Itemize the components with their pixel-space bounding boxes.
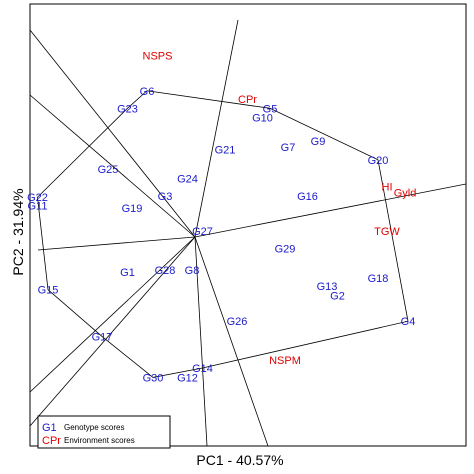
sector-line (29, 236, 196, 427)
legend-genotype-label: Genotype scores (64, 423, 124, 432)
genotype-label-g4: G4 (401, 316, 416, 328)
sector-line (29, 94, 196, 238)
genotype-labels: G1 G2 G3 G4 G5 G6 G7 G8 G9 G10 G12 G13 G14 G15 G16 G17 G… (27, 86, 415, 385)
legend-box (37, 415, 171, 449)
genotype-label-g26: G26 (227, 316, 248, 328)
plot-frame (29, 3, 467, 447)
sector-line (29, 29, 196, 238)
genotype-label-g14: G14 (192, 363, 213, 375)
sector-line (37, 236, 196, 251)
environment-label-hi: HI (382, 182, 393, 194)
genotype-label-g24: G24 (177, 174, 198, 186)
genotype-label-g21: G21 (215, 144, 236, 156)
genotype-label-g7: G7 (281, 142, 296, 154)
legend-environment-label: Environment scores (64, 436, 135, 445)
genotype-label-g2: G2 (330, 291, 345, 303)
legend: G1 Genotype scores CPr Environment score… (37, 415, 171, 449)
genotype-label-g8: G8 (185, 265, 200, 277)
environment-labels: NSPS CPr HI Gyld TGW NSPM (143, 51, 417, 367)
genotype-label-g15: G15 (38, 285, 59, 297)
genotype-label-g25: G25 (98, 164, 119, 176)
genotype-label-g22: G22 (27, 192, 48, 204)
sector-line (194, 236, 269, 447)
x-axis-label: PC1 - 40.57% (196, 452, 284, 468)
y-axis-label: PC2 - 31.94% (10, 188, 26, 276)
sector-line (29, 236, 196, 393)
genotype-label-g16: G16 (297, 191, 318, 203)
genotype-label-g28: G28 (155, 265, 176, 277)
environment-label-tgw: TGW (374, 226, 400, 238)
genotype-label-g30: G30 (143, 372, 164, 384)
genotype-label-g19: G19 (122, 203, 143, 215)
genotype-label-g29: G29 (275, 244, 296, 256)
genotype-label-g5: G5 (263, 103, 278, 115)
genotype-label-g10: G10 (252, 113, 273, 125)
genotype-label-g12: G12 (177, 372, 198, 384)
genotype-label-g27: G27 (192, 226, 213, 238)
environment-label-nspm: NSPM (269, 355, 301, 367)
environment-label-gyld: Gyld (394, 188, 417, 200)
environment-label-nsps: NSPS (143, 51, 173, 63)
genotype-label-g23: G23 (117, 103, 138, 115)
sector-line (194, 19, 239, 238)
sector-lines (29, 19, 467, 447)
sector-line (194, 236, 208, 447)
legend-genotype-symbol: G1 (42, 422, 57, 434)
genotype-label-g9: G9 (311, 136, 326, 148)
legend-environment-symbol: CPr (42, 435, 61, 447)
genotype-label-g20: G20 (368, 155, 389, 167)
polygon-hull (37, 90, 409, 378)
genotype-label-g11: G11 (28, 200, 48, 212)
genotype-label-g1: G1 (120, 267, 135, 279)
genotype-label-g3: G3 (158, 191, 173, 203)
polygon-line (37, 90, 409, 378)
genotype-label-g13: G13 (317, 281, 338, 293)
sector-line (194, 183, 467, 238)
genotype-label-g6: G6 (140, 86, 155, 98)
environment-label-cpr: CPr (238, 94, 257, 106)
genotype-label-g18: G18 (368, 273, 389, 285)
genotype-label-g17: G17 (92, 331, 113, 343)
